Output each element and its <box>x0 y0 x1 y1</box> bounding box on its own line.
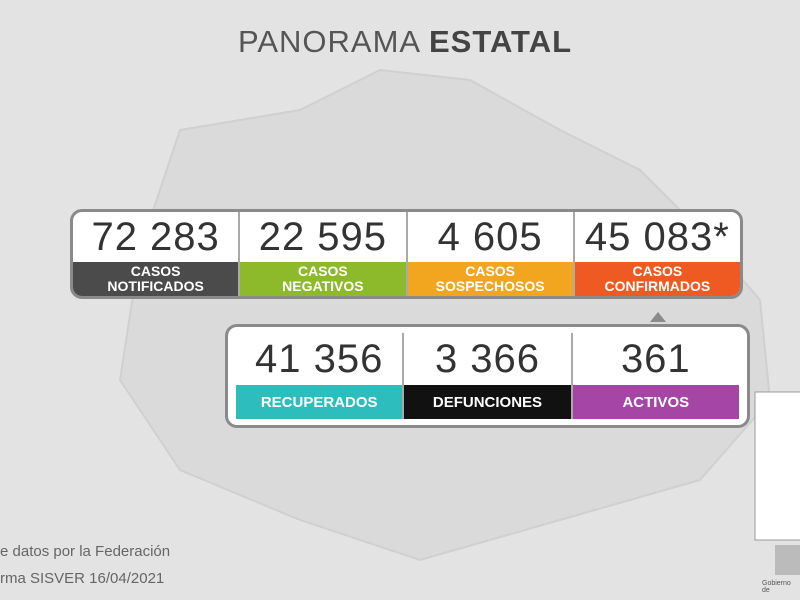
pointer <box>650 312 666 322</box>
title: PANORAMA ESTATAL <box>0 24 800 60</box>
label-line: RECUPERADOS <box>260 393 378 411</box>
logo <box>775 545 800 575</box>
interpreter-box <box>754 391 800 541</box>
stat-number: 22 595 <box>258 214 388 259</box>
stat-label: CASOS CONFIRMADOS <box>574 262 740 296</box>
title-light: PANORAMA <box>237 24 420 59</box>
label-line: DEFUNCIONES <box>432 393 543 411</box>
stat-number: 41 356 <box>254 336 384 381</box>
label-line: NEGATIVOS <box>282 278 364 294</box>
stat-card: 72 283 CASOS NOTIFICADOS <box>73 212 241 296</box>
stat-number: 72 283 <box>91 214 220 259</box>
stat-number: 45 083* <box>584 214 730 259</box>
outcome-row: 41 356 RECUPERADOS 3 366 DEFUNCIONES 361 ACTI… <box>225 324 750 428</box>
stat-card: 45 083* CASOS CONFIRMADOS <box>574 212 740 296</box>
label-line: SOSPECHOSOS <box>435 278 545 294</box>
label-line: CASOS <box>465 263 516 279</box>
label-line: CASOS <box>297 263 348 279</box>
stat-card: 41 356 RECUPERADOS <box>236 333 405 419</box>
stat-label: ACTIVOS <box>572 385 739 419</box>
footer-line: e datos por la Federación <box>0 543 171 560</box>
stat-label: CASOS SOSPECHOSOS <box>407 262 573 296</box>
title-bold: ESTATAL <box>428 24 573 59</box>
logo-text: Gobierno de <box>762 580 791 594</box>
stat-number: 361 <box>620 336 691 381</box>
stat-card: 361 ACTIVOS <box>572 333 739 419</box>
stat-label: CASOS NOTIFICADOS <box>73 262 239 296</box>
label-line: ACTIVOS <box>622 393 690 411</box>
stat-card: 3 366 DEFUNCIONES <box>404 333 573 419</box>
label-line: NOTIFICADOS <box>107 278 204 294</box>
summary-row: 72 283 CASOS NOTIFICADOS 22 595 CASOS NEGATIV… <box>70 209 743 299</box>
stat-card: 4 605 CASOS SOSPECHOSOS <box>407 212 575 296</box>
label-line: CASOS <box>130 263 181 279</box>
stat-label: CASOS NEGATIVOS <box>240 262 406 296</box>
stat-label: RECUPERADOS <box>236 385 403 419</box>
stat-label: DEFUNCIONES <box>404 385 571 419</box>
stat-card: 22 595 CASOS NEGATIVOS <box>240 212 408 296</box>
footer-line: rma SISVER 16/04/2021 <box>0 570 165 587</box>
stat-number: 3 366 <box>434 336 541 381</box>
stat-number: 4 605 <box>437 214 543 259</box>
label-line: CASOS <box>632 263 683 279</box>
label-line: CONFIRMADOS <box>604 278 711 294</box>
